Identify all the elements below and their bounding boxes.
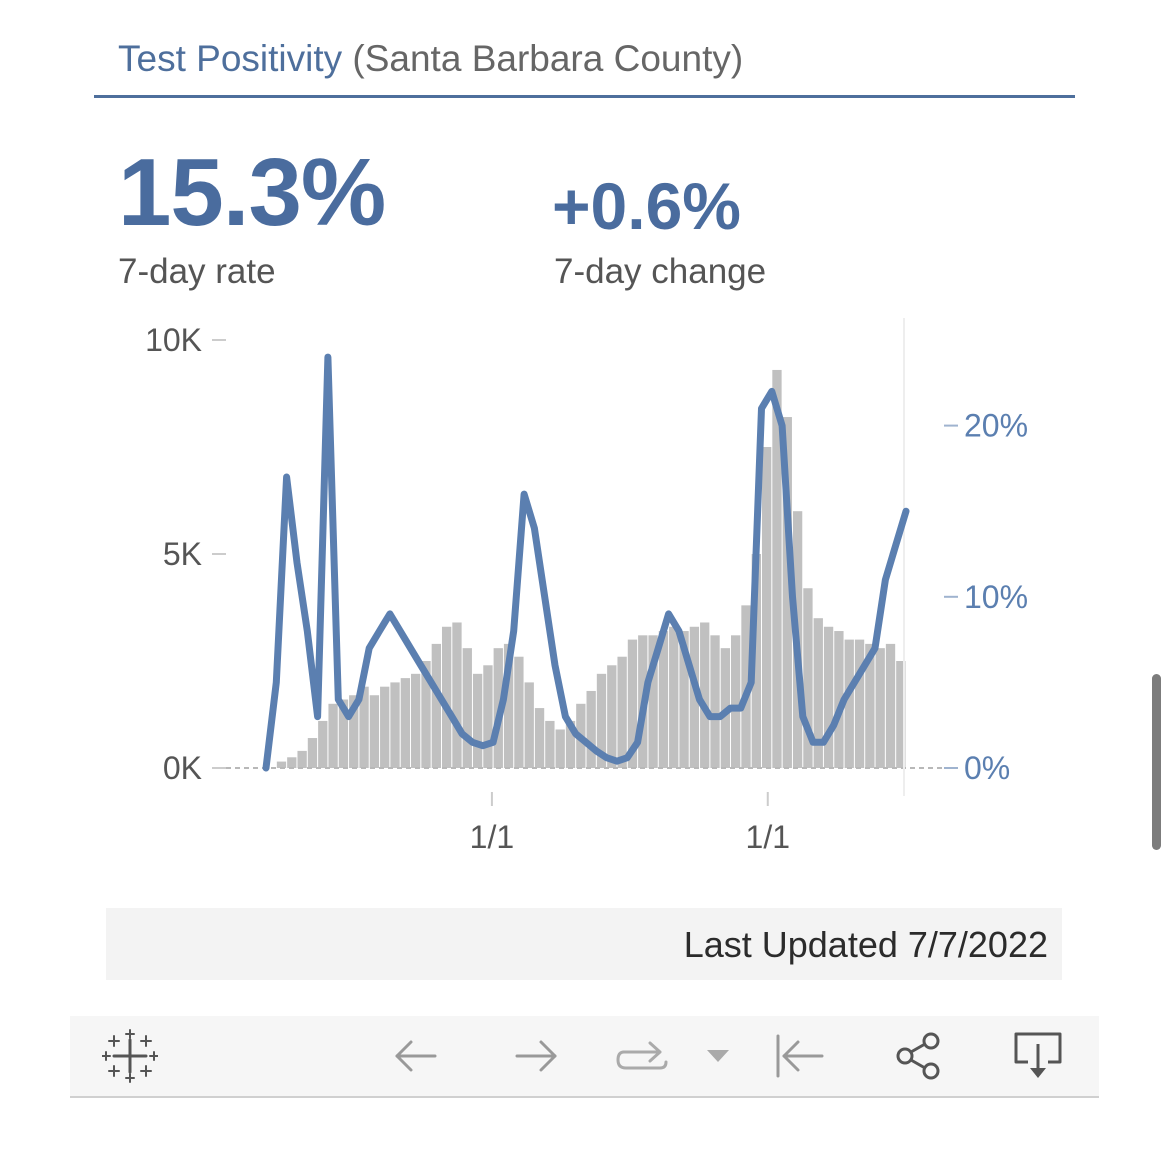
daily-tests-bar[interactable] — [627, 639, 638, 768]
daily-tests-bar[interactable] — [844, 639, 854, 768]
daily-tests-bar[interactable] — [689, 626, 700, 768]
daily-tests-bar[interactable] — [524, 682, 534, 768]
daily-tests-bar[interactable] — [349, 695, 359, 768]
tableau-logo-icon[interactable] — [102, 1028, 158, 1084]
left-axis-tick-label: 5K — [163, 536, 202, 572]
daily-tests-bar[interactable] — [679, 631, 689, 768]
daily-tests-bar[interactable] — [700, 622, 710, 768]
daily-tests-bar[interactable] — [669, 626, 679, 768]
daily-tests-bar[interactable] — [896, 661, 906, 768]
daily-tests-bar[interactable] — [885, 643, 896, 768]
daily-tests-bar[interactable] — [761, 447, 772, 768]
undo-arrow-icon[interactable] — [388, 1028, 444, 1084]
daily-tests-bar[interactable] — [823, 626, 834, 768]
daily-tests-bar[interactable] — [318, 720, 328, 768]
daily-tests-bar[interactable] — [555, 729, 565, 768]
daily-tests-bar[interactable] — [813, 618, 823, 768]
download-icon[interactable] — [1010, 1028, 1066, 1084]
dashboard-title: Test Positivity (Santa Barbara County) — [118, 38, 743, 80]
revert-icon[interactable] — [614, 1028, 670, 1084]
daily-tests-bar[interactable] — [782, 417, 792, 768]
daily-tests-bar[interactable] — [534, 708, 545, 768]
daily-tests-bar[interactable] — [276, 761, 287, 768]
daily-tests-bar[interactable] — [452, 622, 462, 768]
daily-tests-bar[interactable] — [607, 665, 617, 768]
daily-tests-bar[interactable] — [503, 643, 514, 768]
title-divider — [94, 95, 1075, 98]
last-updated-bar: Last Updated 7/7/2022 — [106, 908, 1062, 980]
daily-tests-bar[interactable] — [751, 554, 761, 768]
daily-tests-bar[interactable] — [875, 648, 885, 768]
daily-tests-bar[interactable] — [803, 588, 813, 768]
daily-tests-bar[interactable] — [596, 673, 607, 768]
daily-tests-bar[interactable] — [369, 695, 380, 768]
daily-tests-bar[interactable] — [648, 635, 658, 768]
daily-tests-bar[interactable] — [431, 643, 441, 768]
left-axis-tick-label: 10K — [145, 322, 202, 358]
daily-tests-bar[interactable] — [462, 648, 472, 768]
right-axis-tick-label: 20% — [964, 408, 1028, 444]
daily-tests-bar[interactable] — [411, 673, 421, 768]
daily-tests-bar[interactable] — [338, 699, 349, 768]
seven-day-rate-label: 7-day rate — [118, 252, 276, 291]
daily-tests-bar[interactable] — [514, 656, 524, 768]
daily-tests-bar[interactable] — [390, 682, 400, 768]
reset-first-icon[interactable] — [770, 1028, 826, 1084]
positivity-rate-line[interactable] — [262, 353, 910, 772]
last-updated-text: Last Updated 7/7/2022 — [683, 924, 1048, 965]
daily-tests-bar[interactable] — [865, 643, 875, 768]
daily-tests-bar[interactable] — [472, 673, 483, 768]
daily-tests-bar[interactable] — [287, 757, 297, 768]
daily-tests-bar[interactable] — [307, 738, 318, 768]
redo-arrow-icon[interactable] — [508, 1028, 564, 1084]
daily-tests-bar[interactable] — [380, 686, 390, 768]
x-axis-tick-label: 1/1 — [470, 819, 514, 855]
x-axis: 1/1 1/1 — [470, 792, 790, 855]
daily-tests-bar[interactable] — [565, 720, 576, 768]
dropdown-caret-icon[interactable] — [690, 1028, 746, 1084]
daily-tests-bar[interactable] — [772, 369, 782, 768]
right-axis-tick-label: 10% — [964, 579, 1028, 615]
right-axis-tick-label: 0% — [964, 750, 1010, 786]
daily-tests-bar[interactable] — [483, 665, 493, 768]
vertical-scrollbar[interactable] — [1152, 674, 1161, 850]
left-axis-tick-label: 0K — [163, 750, 202, 786]
daily-tests-bars — [276, 369, 906, 768]
x-axis-tick-label: 1/1 — [746, 819, 790, 855]
right-axis: 20% 10% 0% — [944, 408, 1028, 786]
daily-tests-bar[interactable] — [421, 661, 431, 768]
daily-tests-bar[interactable] — [328, 703, 338, 768]
positivity-chart[interactable]: 10K 5K 0K 20% 10% 0% 1/1 1/1 — [0, 300, 1170, 880]
daily-tests-bar[interactable] — [710, 635, 720, 768]
title-suffix: (Santa Barbara County) — [352, 38, 744, 79]
daily-tests-bar[interactable] — [854, 639, 865, 768]
daily-tests-bar[interactable] — [834, 631, 844, 768]
daily-tests-bar[interactable] — [586, 690, 596, 768]
viz-toolbar — [70, 1016, 1099, 1098]
seven-day-rate-value: 15.3% — [118, 139, 386, 246]
title-link[interactable]: Test Positivity — [118, 38, 343, 79]
seven-day-change-label: 7-day change — [554, 252, 767, 291]
daily-tests-bar[interactable] — [441, 626, 452, 768]
daily-tests-bar[interactable] — [617, 656, 627, 768]
left-axis: 10K 5K 0K — [145, 322, 226, 786]
daily-tests-bar[interactable] — [731, 635, 741, 768]
daily-tests-bar[interactable] — [400, 678, 411, 768]
seven-day-change-value: +0.6% — [552, 169, 741, 243]
daily-tests-bar[interactable] — [658, 631, 669, 768]
share-icon[interactable] — [890, 1028, 946, 1084]
daily-tests-bar[interactable] — [545, 720, 555, 768]
daily-tests-bar[interactable] — [359, 686, 369, 768]
daily-tests-bar[interactable] — [297, 750, 307, 768]
